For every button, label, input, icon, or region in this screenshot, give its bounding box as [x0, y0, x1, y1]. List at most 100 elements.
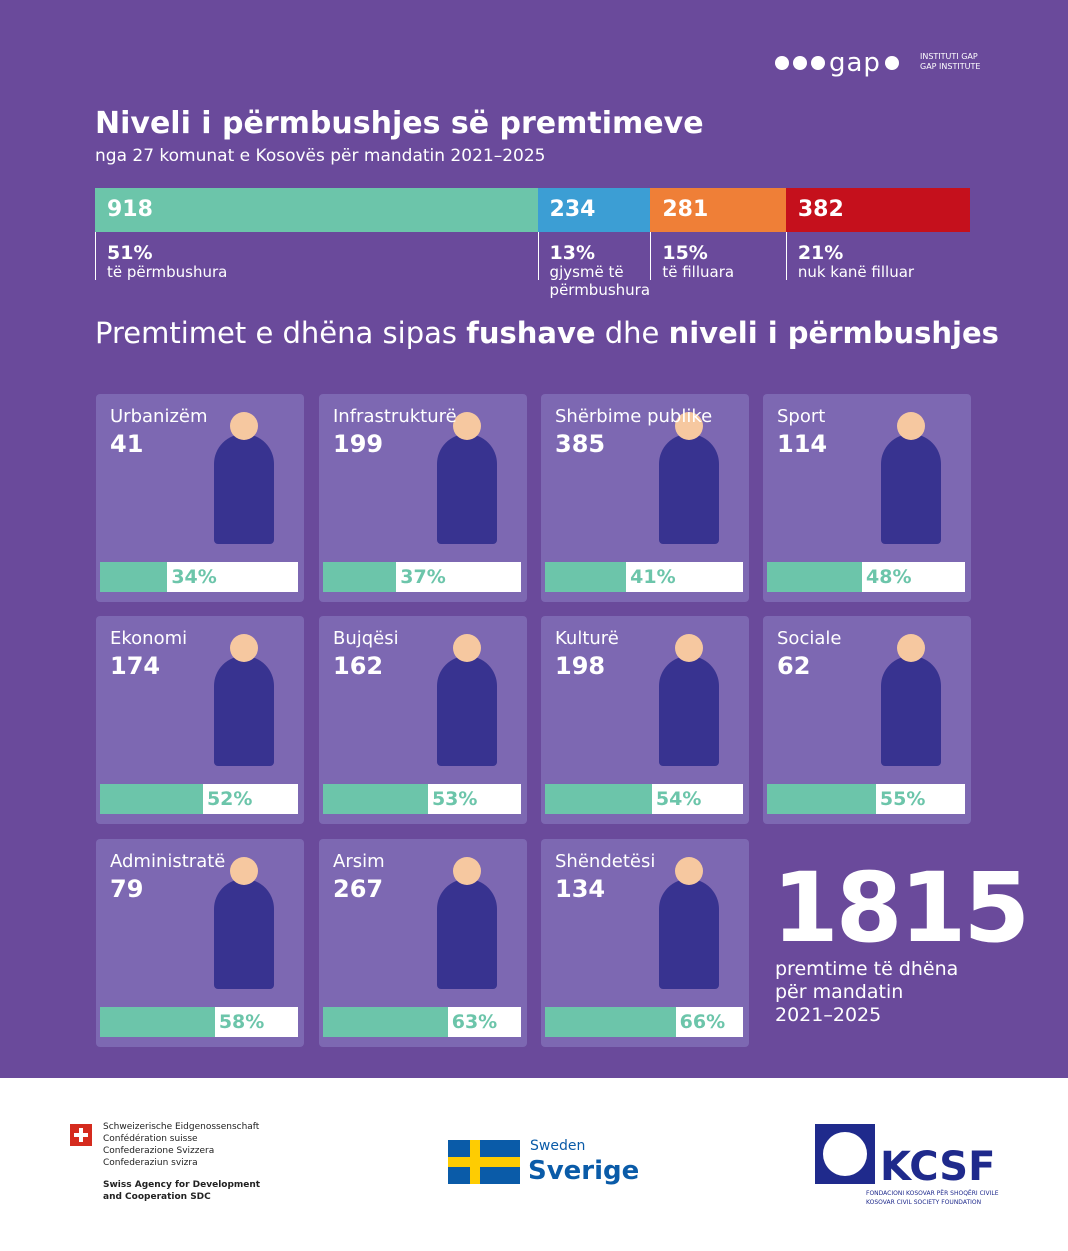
progress-track: 34% [100, 562, 298, 592]
segment-value: 382 [797, 197, 844, 222]
footer: Schweizerische Eidgenossenschaft Confédér… [0, 1078, 1068, 1251]
section-title-part: niveli i përmbushjes [668, 316, 999, 350]
kcsf-text: KCSF [880, 1144, 996, 1190]
illustration-shape [659, 434, 719, 544]
illustration-shape [437, 434, 497, 544]
category-count: 79 [110, 875, 144, 903]
summary-segment: 281 [650, 188, 786, 232]
segment-percent: 51% [107, 242, 153, 264]
sweden-flag [448, 1140, 520, 1184]
swiss-line: Schweizerische Eidgenossenschaft [103, 1122, 260, 1132]
swiss-line: Confédération suisse [103, 1134, 198, 1144]
category-count: 134 [555, 875, 606, 903]
category-name: Ekonomi [110, 628, 188, 649]
progress-fill [545, 784, 652, 814]
logo-text: gap [829, 48, 881, 78]
progress-fill [545, 1007, 676, 1037]
progress-track: 41% [545, 562, 743, 592]
category-card: Infrastrukturë 199 37% [319, 394, 527, 602]
kcsf-sub: FONDACIONI KOSOVAR PËR SHOQËRI CIVILE [866, 1190, 999, 1197]
swiss-line: Confederaziun svizra [103, 1158, 198, 1168]
progress-fill [545, 562, 627, 592]
illustration-head [675, 634, 703, 662]
progress-label: 63% [451, 1011, 498, 1033]
logo-dot [775, 56, 789, 70]
category-count: 174 [110, 652, 161, 680]
progress-fill [323, 784, 428, 814]
category-name: Shëndetësi [555, 851, 656, 872]
segment-tick [537, 232, 539, 280]
segment-label: gjysmë të përmbushura [549, 263, 651, 299]
illustration-shape [214, 879, 274, 989]
illustration-shape [214, 656, 274, 766]
category-name: Sociale [777, 628, 842, 649]
category-card: Sport 114 48% [763, 394, 971, 602]
illustration-head [453, 857, 481, 885]
category-name: Infrastrukturë [333, 406, 457, 427]
category-count: 199 [333, 430, 384, 458]
segment-value: 918 [107, 197, 153, 222]
segment-label: nuk kanë filluar [797, 263, 915, 281]
progress-label: 41% [630, 566, 676, 588]
illustration-shape [881, 434, 941, 544]
swiss-agency: Swiss Agency for Development [103, 1180, 261, 1190]
segment-tick [95, 232, 96, 280]
category-card: Bujqësi 162 53% [319, 616, 527, 824]
category-count: 267 [333, 875, 384, 903]
segment-label: të përmbushura [107, 263, 228, 281]
progress-label: 34% [171, 566, 217, 588]
logo-sub: INSTITUTI GAP GAP INSTITUTE [920, 52, 980, 72]
illustration-head [230, 634, 258, 662]
swiss-agency: and Cooperation SDC [103, 1192, 211, 1202]
section-title-part: dhe [595, 316, 669, 350]
progress-fill [767, 562, 863, 592]
illustration-shape [659, 656, 719, 766]
summary-segment: 234 [537, 188, 651, 232]
progress-fill [100, 784, 203, 814]
category-card: Shëndetësi 134 66% [541, 839, 749, 1047]
progress-label: 37% [400, 566, 446, 588]
category-name: Urbanizëm [110, 406, 208, 427]
category-name: Bujqësi [333, 628, 399, 649]
illustration-shape [659, 879, 719, 989]
illustration-head [230, 412, 258, 440]
category-count: 114 [777, 430, 828, 458]
progress-label: 53% [431, 788, 478, 810]
swiss-flag [70, 1124, 92, 1146]
total-line: premtime të dhëna [775, 958, 959, 980]
progress-fill [100, 562, 168, 592]
swiss-line: Confederazione Svizzera [103, 1146, 215, 1156]
segment-tick [785, 232, 787, 280]
category-name: Administratë [110, 851, 226, 872]
logo-sub-line: INSTITUTI GAP [920, 52, 978, 61]
segment-value: 281 [662, 197, 709, 222]
kcsf-circle [823, 1132, 867, 1176]
progress-track: 37% [323, 562, 521, 592]
progress-label: 58% [218, 1011, 265, 1033]
summary-segment: 918 [95, 188, 538, 232]
total-line: 2021–2025 [775, 1004, 882, 1026]
progress-label: 66% [679, 1011, 726, 1033]
illustration-head [453, 634, 481, 662]
progress-fill [323, 1007, 448, 1037]
category-name: Kulturë [555, 628, 619, 649]
logo-dot [793, 56, 807, 70]
sweden-text: Sweden [530, 1138, 586, 1154]
title: Niveli i përmbushjes së premtimeve [95, 106, 704, 141]
segment-label: të filluara [662, 263, 735, 281]
progress-label: 55% [879, 788, 926, 810]
illustration-head [230, 857, 258, 885]
progress-label: 54% [655, 788, 702, 810]
segment-percent: 21% [797, 242, 844, 264]
progress-track: 52% [100, 784, 298, 814]
category-name: Sport [777, 406, 826, 427]
category-card: Administratë 79 58% [96, 839, 304, 1047]
kcsf-mark [815, 1124, 875, 1184]
progress-fill [323, 562, 397, 592]
progress-fill [100, 1007, 215, 1037]
category-count: 198 [555, 652, 606, 680]
progress-track: 53% [323, 784, 521, 814]
illustration-shape [214, 434, 274, 544]
illustration-head [675, 857, 703, 885]
segment-percent: 15% [662, 242, 708, 264]
